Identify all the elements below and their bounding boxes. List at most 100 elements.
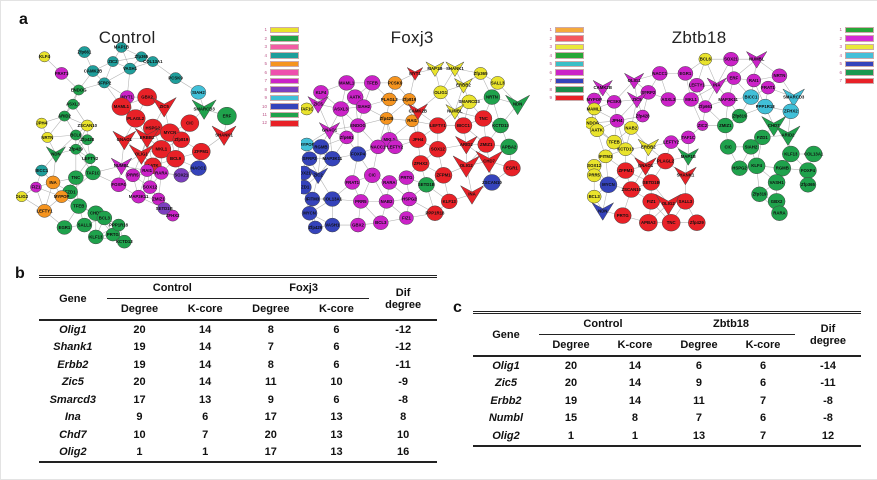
gene-cell: Smarcd3 [49,393,97,406]
value-cell: 7 [267,341,274,354]
network-title-control: Control [98,28,156,47]
legend-color-bar [270,77,299,85]
legend-row: 4 [545,52,584,59]
gene-node-label: ERBB2 [140,135,155,140]
gene-node-label: FZD1 [65,189,76,194]
gene-node-circle [622,181,640,198]
legend-color-bar [555,94,584,102]
gene-node-label: ARID2 [460,142,474,147]
legend-row: 2 [260,35,299,42]
gene-node-circle [16,191,28,203]
gene-node-circle [598,149,613,164]
value-cell: 17 [133,393,146,406]
gene-node-label: NAB2 [625,125,637,130]
legend-color-bar [555,35,584,42]
gene-node-label: OLIG1 [628,78,642,83]
gene-node-circle [719,139,737,155]
gene-node-circle [381,175,398,190]
table-subheader-row: Degree K-core Degree K-core [39,298,437,321]
legend-color-bar [845,35,874,42]
gene-node-label: GBX2 [141,95,153,100]
legend-row: 6 [835,69,874,76]
gene-node-label: ENDOG [586,121,600,126]
gene-node-label: FRAT1 [761,85,775,90]
legend-cluster-number: 5 [264,61,267,67]
value-cell: 1 [538,427,603,447]
gene-node-label: VASH1 [123,66,138,71]
table-header-group-row: Gene Control Foxj3 Dif degree [39,276,437,321]
gene-node-label: COL13A1 [804,151,824,156]
gene-node-circle [433,85,448,100]
gene-node-label: MAML1 [587,106,603,111]
gene-cell: Olig2 [473,427,539,447]
gene-node-circle [72,84,85,96]
value-cell: 6 [759,359,767,372]
header-degree: Degree [666,334,731,357]
gene-node-label: GBX2 [771,199,783,204]
gene-node-label: BICC1 [744,95,758,100]
legend-row: 7 [260,77,299,85]
gene-node-label: FOXP4 [801,168,816,173]
table-header-group-row: Gene Control Zbtb18 Dif degree [473,312,861,357]
gene-node-circle [642,174,660,191]
value-cell: 10 [397,428,410,441]
gene-cell: Erbb2 [57,358,89,371]
gene-node-circle [723,51,739,67]
network-title-zbtb18: Zbtb18 [671,28,727,47]
gene-node-label: ZIC2 [698,123,708,128]
value-cell: 20 [133,323,146,336]
gene-node-circle [676,193,695,210]
gene-node-circle [742,89,760,105]
gene-node-label: ENDOG [350,123,366,128]
gene-node-circle [107,56,119,67]
value-cell: 19 [133,341,146,354]
gene-node-label: AATK [349,95,362,100]
gene-node-circle [771,205,788,221]
value-cell: 17 [237,443,304,463]
legend-color-bar [270,35,299,42]
gene-node-circle [799,177,817,193]
stats-table-foxj3: Gene Control Foxj3 Dif degree Degree K-core Deg… [39,275,437,463]
gene-node-circle [429,141,447,158]
gene-node-label: Zfp319 [753,192,767,197]
gene-node-circle [37,204,52,218]
gene-node-circle [135,51,148,63]
value-cell: 14 [199,376,212,389]
legend-color-bar [845,60,874,68]
gene-node-circle [41,132,54,143]
legend-row: 3 [260,43,299,51]
gene-node-label: CIC [724,144,731,149]
gene-node-label: EGR1 [680,71,692,76]
legend-cluster-number: 10 [261,103,267,109]
gene-node-label: FIZ1 [647,199,656,204]
gene-node-v [761,115,787,137]
gene-node-label: COL13A1 [323,196,343,201]
value-cell: 6 [759,377,767,390]
gene-node-v [654,193,682,216]
legend-cluster-number: 2 [264,35,267,41]
value-cell: 6 [333,323,340,336]
gene-node-label: BICC1 [457,123,471,128]
gene-node-v [307,167,329,185]
value-cell: 20 [133,376,146,389]
gene-node-label: LEFTY2 [387,144,404,149]
table-row: Olig2 1 1 13 7 12 [473,427,861,447]
value-cell: 13 [330,411,343,424]
gene-node-circle [324,217,341,233]
gene-node-circle [642,193,660,210]
value-cell: 7 [695,412,703,425]
gene-node-label: SOX21 [724,57,738,62]
legend-row: 3 [545,43,584,51]
header-dif-line1: Dif [395,286,411,299]
value-cell: 17 [264,411,277,424]
legend-cluster-number: 3 [549,44,552,50]
gene-node-circle [751,186,768,202]
legend-cluster-number: 12 [261,120,267,126]
gene-node-circle [173,168,190,183]
value-cell: 8 [631,412,639,425]
gene-cell: Chd7 [59,428,87,441]
gene-node-label: PCSK9 [607,99,622,104]
gene-node-label: Zfp661 [77,49,91,54]
gene-node-circle [70,198,87,214]
gene-node-circle [782,145,800,163]
